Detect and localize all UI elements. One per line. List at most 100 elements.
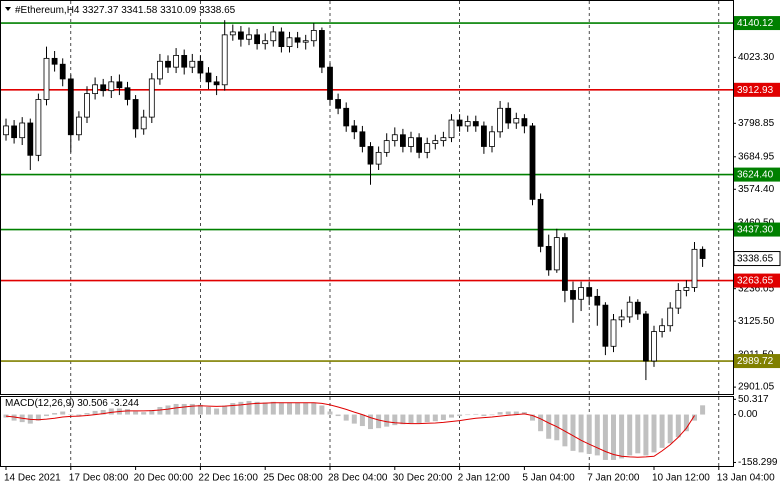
- open: 3327.37: [82, 5, 119, 16]
- candle-body: [432, 140, 439, 144]
- candle-body: [67, 78, 74, 136]
- x-tick-label: 2 Jan 12:00: [458, 473, 511, 484]
- candle-body: [618, 316, 625, 321]
- macd-bar: [449, 414, 454, 418]
- macd-bar: [108, 408, 114, 415]
- candle-body: [359, 131, 366, 147]
- macd-bar: [189, 403, 195, 415]
- macd-bar: [530, 414, 535, 421]
- macd-bar: [60, 411, 66, 415]
- candle-body: [375, 151, 382, 165]
- level-tag: [734, 82, 780, 97]
- candle-body: [351, 125, 358, 133]
- macd-title: MACD(12,26,9): [5, 398, 74, 409]
- macd-bar: [287, 402, 292, 415]
- macd-bar: [692, 414, 697, 421]
- chart-header: #Ethereum,H4 3327.37 3341.58 3310.09 333…: [15, 5, 236, 16]
- macd-bar: [521, 412, 527, 415]
- macd-bar: [513, 411, 519, 415]
- macd-bar: [627, 414, 633, 456]
- y-tick-label: 2901.05: [738, 382, 775, 393]
- candle-body: [464, 121, 471, 127]
- candle-body: [116, 81, 123, 89]
- level-tag: [734, 167, 780, 182]
- candle-body: [197, 60, 204, 74]
- candle-body: [659, 325, 665, 332]
- macd-bar: [667, 414, 673, 444]
- candle-body: [602, 304, 609, 347]
- candle-body: [562, 237, 568, 291]
- candle-body: [237, 31, 244, 40]
- candle-body: [691, 248, 698, 288]
- macd-bar: [481, 414, 487, 417]
- candle-body: [480, 125, 487, 147]
- candle-body: [108, 81, 115, 92]
- x-tick-label: 14 Dec 2021: [4, 473, 61, 484]
- signal-value: -3.244: [111, 398, 140, 409]
- macd-bar: [675, 414, 681, 438]
- macd-bar: [359, 414, 365, 427]
- macd-bar: [327, 411, 333, 415]
- macd-bar: [432, 414, 438, 422]
- high: 3341.58: [121, 5, 158, 16]
- macd-bar: [246, 400, 252, 415]
- macd-bar: [578, 414, 584, 453]
- candle-body: [408, 137, 414, 147]
- candle-body: [156, 60, 163, 80]
- macd-bar: [400, 414, 406, 425]
- candle-body: [416, 137, 423, 153]
- candle-body: [651, 331, 657, 362]
- macd-bar: [35, 414, 41, 421]
- signal-line: [5, 402, 695, 458]
- candle-body: [286, 37, 293, 48]
- candle-body: [229, 31, 236, 36]
- macd-bar: [197, 404, 203, 415]
- y-tick-label: 3574.40: [738, 184, 775, 195]
- plots: [1, 1, 733, 466]
- macd-bar: [465, 414, 471, 416]
- macd-bar: [683, 414, 689, 432]
- y-tick-label: 3125.50: [738, 316, 775, 327]
- macd-bar: [157, 406, 163, 415]
- macd-bar: [368, 414, 373, 430]
- candle-body: [51, 57, 58, 65]
- macd-bar: [392, 414, 398, 426]
- candle-body: [383, 140, 390, 153]
- candle-body: [553, 237, 560, 271]
- candle-body: [302, 40, 309, 43]
- macd-bar: [384, 414, 390, 427]
- macd-bar: [586, 414, 592, 454]
- macd-bar: [230, 403, 236, 415]
- x-tick-label: 7 Jan 20:00: [587, 473, 640, 484]
- macd-bar: [84, 413, 90, 415]
- macd-header: MACD(12,26,9) 30.506 -3.244: [5, 398, 139, 409]
- candle-body: [181, 55, 188, 68]
- macd-bar: [643, 414, 649, 456]
- macd-bar: [562, 414, 568, 447]
- macd-bar: [538, 414, 544, 432]
- x-tick-label: 30 Dec 20:00: [393, 473, 453, 484]
- candle-body: [497, 107, 504, 133]
- macd-bar: [214, 408, 220, 415]
- macd-bar: [659, 414, 665, 448]
- level-tag: [734, 354, 780, 369]
- candle-body: [270, 31, 277, 42]
- level-tag-label: 3624.40: [737, 170, 774, 181]
- x-tick-label: 10 Jan 12:00: [652, 473, 710, 484]
- candle-body: [456, 119, 463, 127]
- candle-body: [213, 81, 220, 86]
- candle-body: [675, 290, 682, 309]
- level-tag-label: 4140.12: [737, 18, 774, 29]
- candle-body: [327, 66, 333, 100]
- macd-bar: [416, 414, 422, 424]
- y-tick-label: 4023.30: [738, 52, 775, 63]
- candle-body: [513, 118, 520, 124]
- candle-body: [173, 55, 180, 68]
- candle-body: [391, 134, 398, 142]
- candle-body: [221, 34, 228, 86]
- macd-bar: [165, 405, 171, 415]
- candle-body: [424, 143, 431, 153]
- close: 3338.65: [199, 5, 236, 16]
